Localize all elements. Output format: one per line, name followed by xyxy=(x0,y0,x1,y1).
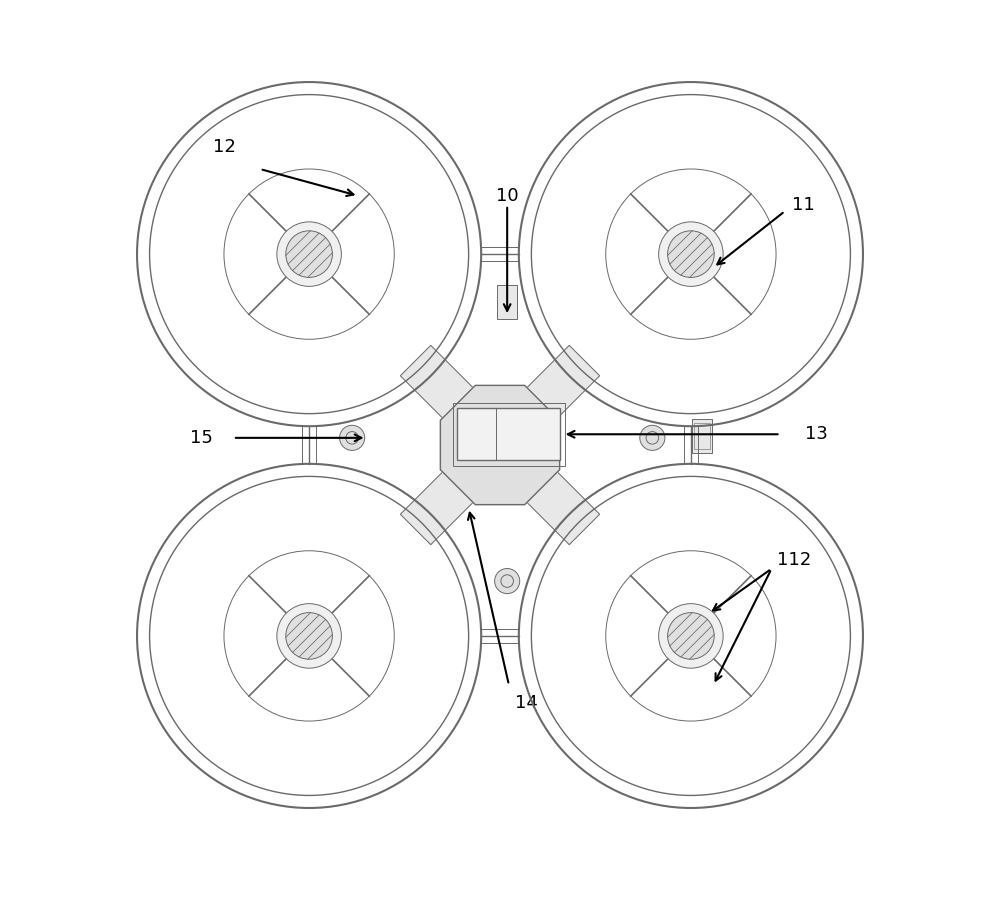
Bar xyxy=(692,419,712,453)
Polygon shape xyxy=(400,345,515,460)
Circle shape xyxy=(659,222,723,287)
Circle shape xyxy=(277,603,341,668)
Polygon shape xyxy=(485,430,600,545)
Circle shape xyxy=(659,603,723,668)
Text: 12: 12 xyxy=(213,138,235,156)
Circle shape xyxy=(286,231,332,278)
Circle shape xyxy=(286,612,332,659)
Text: 11: 11 xyxy=(792,196,814,214)
Text: 13: 13 xyxy=(805,425,828,443)
Polygon shape xyxy=(485,345,600,460)
Bar xyxy=(694,423,710,450)
Polygon shape xyxy=(440,386,560,504)
Circle shape xyxy=(668,231,714,278)
Polygon shape xyxy=(400,430,515,545)
Bar xyxy=(457,408,560,460)
Text: 10: 10 xyxy=(496,187,518,205)
Text: 15: 15 xyxy=(190,429,213,447)
Text: 14: 14 xyxy=(515,694,538,712)
Bar xyxy=(497,285,517,319)
Circle shape xyxy=(640,425,665,450)
Circle shape xyxy=(340,425,365,450)
Text: 112: 112 xyxy=(777,551,811,569)
Circle shape xyxy=(495,568,520,593)
Circle shape xyxy=(277,222,341,287)
Bar xyxy=(453,403,565,466)
Circle shape xyxy=(668,612,714,659)
